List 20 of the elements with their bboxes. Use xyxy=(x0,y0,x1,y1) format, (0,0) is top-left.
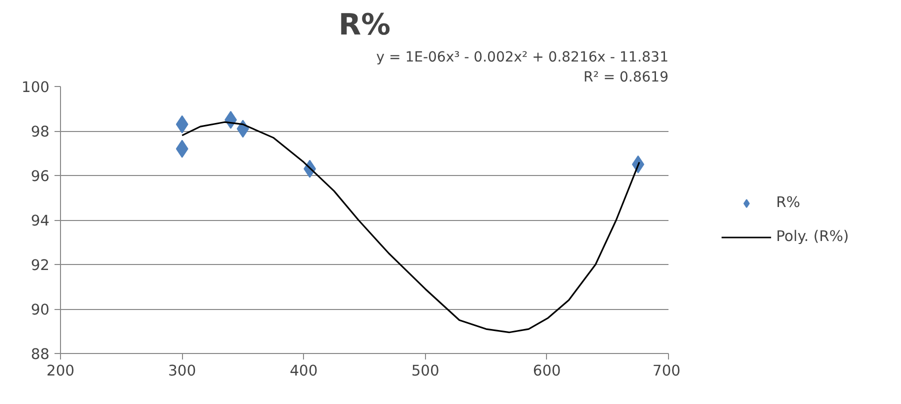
y-tick-label: 100 xyxy=(22,79,50,96)
text: y = 1E-06x³ - 0.002x² + 0.8216x - 11.831 xyxy=(376,50,668,66)
y-tick-label: 92 xyxy=(30,257,50,274)
x-tick-label: 400 xyxy=(290,362,318,380)
y-tick-label: 94 xyxy=(30,212,50,230)
text: R² = 0.8619 xyxy=(584,70,669,86)
y-tick-label: 90 xyxy=(30,302,50,318)
x-tick-label: 700 xyxy=(652,362,681,380)
y-tick-label: 98 xyxy=(30,124,50,140)
x-tick-label: 600 xyxy=(532,362,561,380)
point xyxy=(176,140,188,158)
chart-title: R% xyxy=(338,8,390,42)
y-tick-label: 88 xyxy=(30,346,50,363)
x-tick-label: 300 xyxy=(168,362,196,380)
x-tick-label: 500 xyxy=(411,362,440,380)
legend-label: R% xyxy=(776,194,800,211)
legend-label: Poly. (R%) xyxy=(776,228,849,245)
x-tick-label: 200 xyxy=(46,362,74,380)
y-tick-label: 96 xyxy=(30,168,50,185)
point xyxy=(176,115,188,134)
